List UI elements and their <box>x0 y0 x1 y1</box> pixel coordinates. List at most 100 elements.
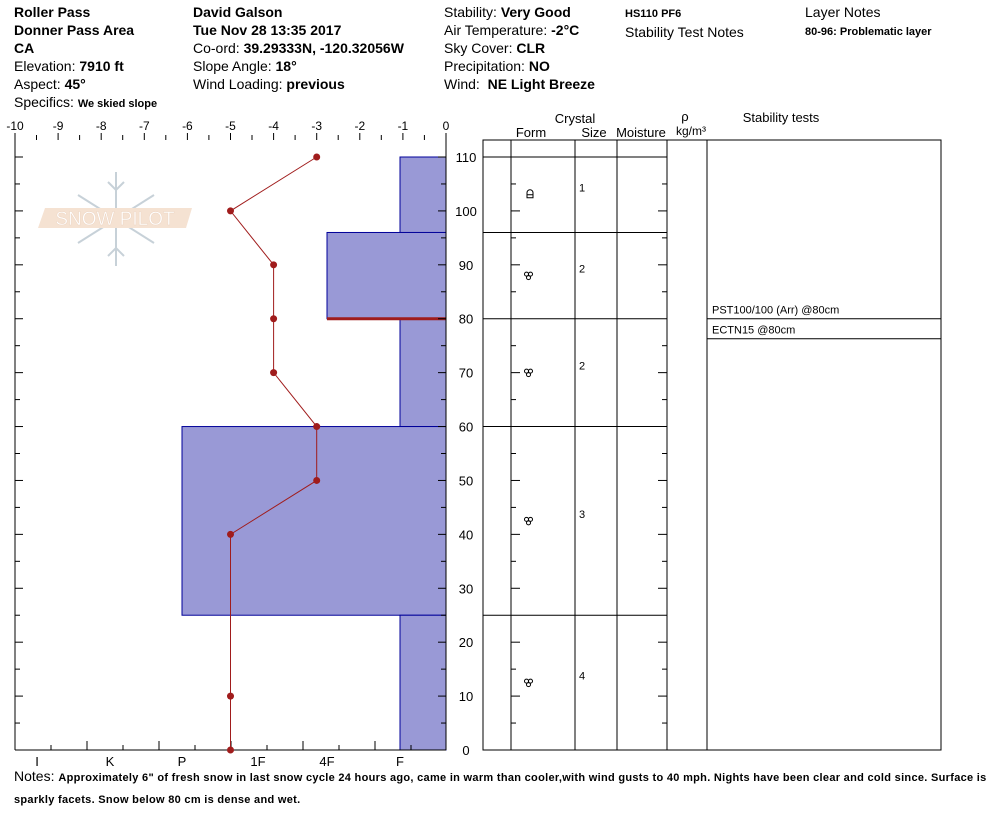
temperature-point <box>313 153 321 161</box>
depth-tick-label: 0 <box>462 743 469 758</box>
rounded-grains-icon <box>524 516 533 526</box>
temperature-point <box>270 315 278 323</box>
grain-size: 4 <box>579 671 585 683</box>
stability-test-notes-label: Stability Test Notes <box>625 24 744 40</box>
stability-label: Stability: <box>444 4 497 20</box>
stability-test: ECTN15 @80cm <box>712 325 795 337</box>
notes-text: Approximately 6" of fresh snow in last s… <box>14 772 987 806</box>
temp-tick-label: -3 <box>311 119 322 133</box>
depth-tick-label: 80 <box>459 312 473 327</box>
air-temp: -2°C <box>551 22 580 38</box>
temp-tick-label: -4 <box>268 119 279 133</box>
depth-tick-label: 110 <box>456 150 477 165</box>
crystal-header: Crystal <box>555 111 596 126</box>
hardness-tick-label: F <box>396 754 404 769</box>
sky-label: Sky Cover: <box>444 40 513 56</box>
hardness-bar <box>399 156 447 233</box>
stability-tests-header: Stability tests <box>743 110 820 125</box>
coord: 39.29333N, -120.32056W <box>243 40 404 56</box>
snow-pilot-logo: SNOW PILOT <box>38 172 192 266</box>
temp-tick-label: -7 <box>139 119 150 133</box>
grain-size: 2 <box>579 361 585 373</box>
temperature-point <box>227 692 234 700</box>
precip: NO <box>528 58 550 74</box>
elevation: 7910 ft <box>79 58 124 74</box>
temp-tick-label: -1 <box>398 119 409 133</box>
decomposing-fragments-icon <box>526 189 534 199</box>
temp-tick-label: -2 <box>354 119 365 133</box>
hardness-tick-label: P <box>178 754 187 769</box>
temperature-point <box>227 530 234 538</box>
wind-loading-label: Wind Loading: <box>193 76 283 92</box>
site-info: Roller Pass Donner Pass Area CA Elevatio… <box>14 3 157 113</box>
rounded-grains-icon <box>524 271 533 281</box>
temperature-line <box>229 156 318 750</box>
state: CA <box>14 40 35 56</box>
hs-pf: HS110 PF6 <box>625 8 682 20</box>
hardness-tick-label: K <box>106 754 115 769</box>
layer-notes-label: Layer Notes <box>805 4 881 20</box>
layer-note: 80-96: Problematic layer <box>805 26 932 38</box>
depth-tick-label: 10 <box>459 689 473 704</box>
layer-notes: Layer Notes 80-96: Problematic layer <box>805 3 932 41</box>
aspect: 45° <box>64 76 86 92</box>
logo-text: SNOW PILOT <box>55 209 175 230</box>
location: Roller Pass <box>14 4 91 20</box>
aspect-label: Aspect: <box>14 76 61 92</box>
wind-label: Wind: <box>444 76 480 92</box>
depth-tick-label: 90 <box>459 258 473 273</box>
depth-tick-label: 70 <box>459 366 473 381</box>
air-temp-label: Air Temperature: <box>444 22 548 38</box>
wind: NE Light Breeze <box>487 76 595 92</box>
density-unit: kg/m³ <box>676 124 706 138</box>
density-symbol: ρ <box>681 109 688 124</box>
test-notes: HS110 PF6 Stability Test Notes <box>625 3 744 41</box>
depth-tick-label: 30 <box>459 581 473 596</box>
temperature-point <box>313 423 321 431</box>
depth-tick-label: 50 <box>459 473 473 488</box>
temp-tick-label: -10 <box>6 119 24 133</box>
temp-tick-label: -5 <box>225 119 236 133</box>
temperature-point <box>270 369 278 377</box>
temp-tick-label: 0 <box>443 119 450 133</box>
sky: CLR <box>516 40 546 56</box>
depth-tick-label: 20 <box>459 635 473 650</box>
temp-tick-label: -8 <box>96 119 107 133</box>
depth-tick-label: 60 <box>459 420 473 435</box>
form-header: Form <box>516 125 546 140</box>
depth-tick-label: 40 <box>459 527 473 542</box>
observer: David Galson <box>193 4 283 20</box>
size-header: Size <box>581 125 606 140</box>
specifics-label: Specifics: <box>14 94 74 110</box>
elevation-label: Elevation: <box>14 58 76 74</box>
weather-info: Stability: Very Good Air Temperature: -2… <box>444 3 595 93</box>
datetime: Tue Nov 28 13:35 2017 <box>193 22 342 38</box>
hardness-tick-label: I <box>35 754 39 769</box>
precip-label: Precipitation: <box>444 58 525 74</box>
hardness-bar <box>181 426 447 616</box>
specifics: We skied slope <box>77 98 158 110</box>
slope-label: Slope Angle: <box>193 58 272 74</box>
layer-table-frame <box>482 139 942 751</box>
hardness-bar <box>399 614 447 751</box>
notes: Notes: Approximately 6" of fresh snow in… <box>14 766 994 810</box>
grain-size: 3 <box>579 509 585 521</box>
area: Donner Pass Area <box>14 22 135 38</box>
temperature-point <box>227 746 234 754</box>
hardness-bar <box>326 231 447 320</box>
slope: 18° <box>275 58 297 74</box>
coord-label: Co-ord: <box>193 40 240 56</box>
rounded-grains-icon <box>524 678 533 688</box>
temperature-point <box>270 261 278 269</box>
temp-tick-label: -9 <box>53 119 64 133</box>
depth-tick-label: 100 <box>455 204 477 219</box>
stability-test: PST100/100 (Arr) @80cm <box>712 305 839 317</box>
observation-info: David Galson Tue Nov 28 13:35 2017 Co-or… <box>193 3 404 93</box>
rounded-grains-icon <box>524 368 533 378</box>
hardness-tick-label: 1F <box>250 754 265 769</box>
grain-size: 1 <box>579 183 585 195</box>
hardness-tick-label: 4F <box>319 754 334 769</box>
moisture-header: Moisture <box>616 125 666 140</box>
temperature-point <box>227 207 234 215</box>
